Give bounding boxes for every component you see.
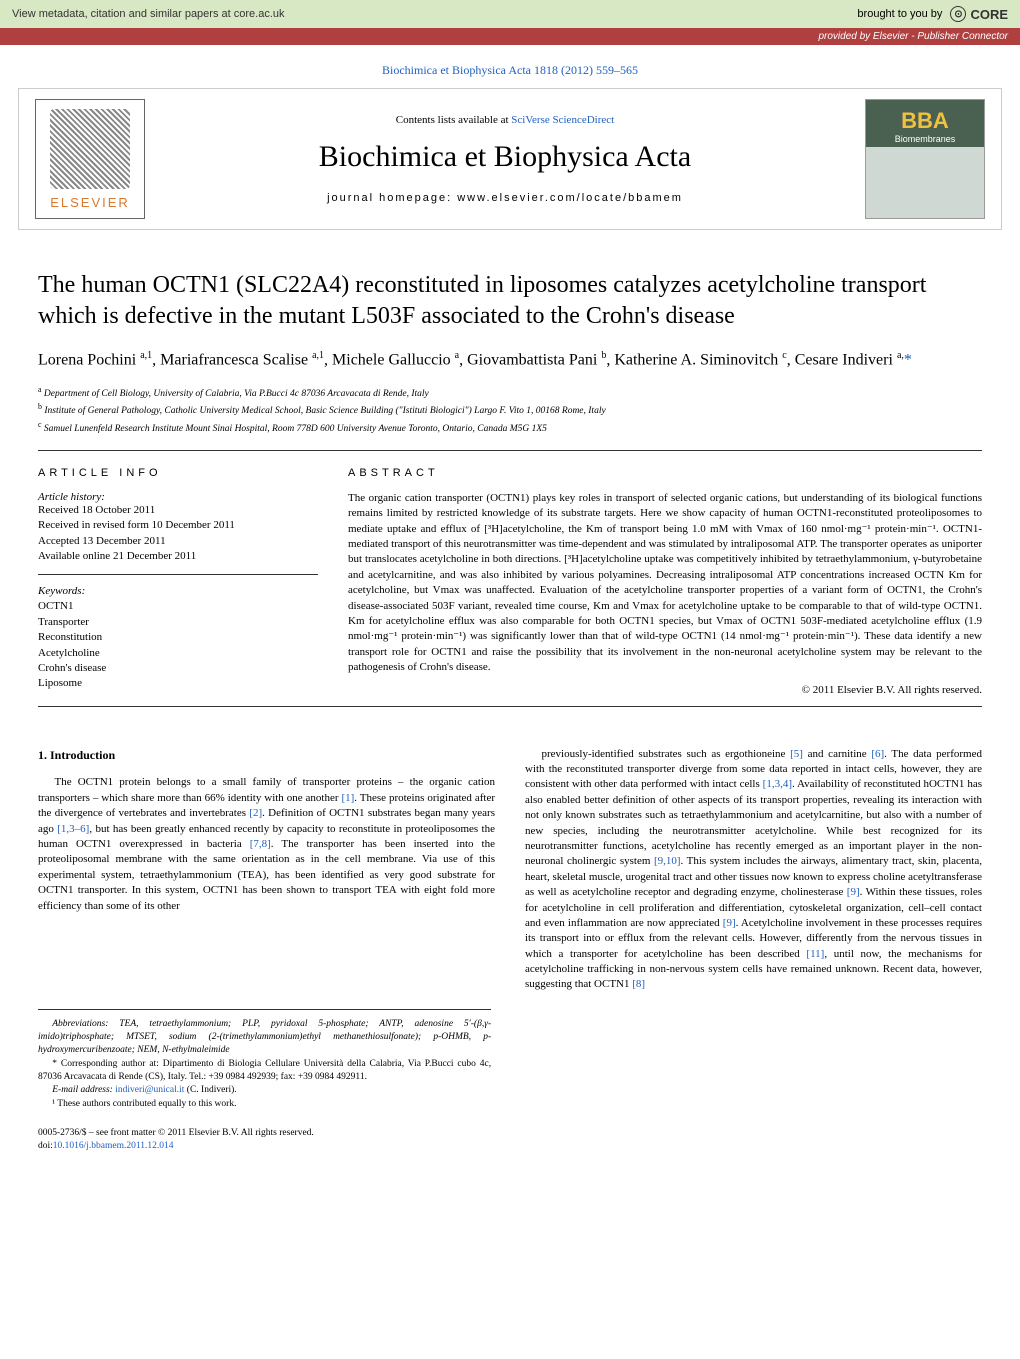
article-info-heading: ARTICLE INFO [38,467,318,479]
article-title: The human OCTN1 (SLC22A4) reconstituted … [38,270,982,332]
elsevier-label: ELSEVIER [50,195,130,210]
journal-homepage: journal homepage: www.elsevier.com/locat… [165,192,845,204]
metadata-link[interactable]: View metadata, citation and similar pape… [12,8,285,20]
metadata-banner: View metadata, citation and similar pape… [0,0,1020,28]
affiliation-b: b Institute of General Pathology, Cathol… [38,401,982,418]
citation-link[interactable]: Biochimica et Biophysica Acta 1818 (2012… [382,63,638,77]
history-item: Received in revised form 10 December 201… [38,518,318,533]
journal-name: Biochimica et Biophysica Acta [165,140,845,174]
email-footnote: E-mail address: indiveri@unical.it (C. I… [38,1084,491,1097]
affiliation-a: a Department of Cell Biology, University… [38,384,982,401]
keyword-item: Crohn's disease [38,661,318,676]
footnotes: Abbreviations: TEA, tetraethylammonium; … [38,1009,491,1111]
elsevier-tree-icon [50,109,130,189]
body-paragraph: previously-identified substrates such as… [525,747,982,993]
history-item: Received 18 October 2011 [38,503,318,518]
abstract-copyright: © 2011 Elsevier B.V. All rights reserved… [348,684,982,696]
corresponding-footnote: * Corresponding author at: Dipartimento … [38,1058,491,1085]
brought-by-text: brought to you by [857,8,942,20]
affiliations: a Department of Cell Biology, University… [38,384,982,436]
history-item: Accepted 13 December 2011 [38,534,318,549]
keyword-item: Liposome [38,676,318,691]
issn-line: 0005-2736/$ – see front matter © 2011 El… [38,1127,982,1140]
intro-heading: 1. Introduction [38,747,495,764]
body-column-right: previously-identified substrates such as… [525,747,982,993]
doi-line: doi:10.1016/j.bbamem.2011.12.014 [38,1140,982,1153]
bba-cover-icon[interactable]: BBA Biomembranes [865,99,985,219]
keyword-item: OCTN1 [38,599,318,614]
bba-label: BBA [901,108,949,134]
intro-paragraph: The OCTN1 protein belongs to a small fam… [38,775,495,914]
provided-bar: provided by Elsevier - Publisher Connect… [0,28,1020,45]
contents-line: Contents lists available at SciVerse Sci… [165,114,845,126]
email-link[interactable]: indiveri@unical.it [115,1085,184,1095]
citation-line: Biochimica et Biophysica Acta 1818 (2012… [0,45,1020,88]
core-icon: ⊙ [950,6,966,22]
authors-list: Lorena Pochini a,1, Mariafrancesca Scali… [38,350,982,369]
history-item: Available online 21 December 2011 [38,549,318,564]
keyword-item: Acetylcholine [38,646,318,661]
elsevier-logo[interactable]: ELSEVIER [35,99,145,219]
equal-contrib-footnote: ¹ These authors contributed equally to t… [38,1098,491,1111]
keyword-item: Reconstitution [38,630,318,645]
core-logo[interactable]: ⊙ CORE [950,6,1008,22]
journal-masthead: ELSEVIER Contents lists available at Sci… [18,88,1002,230]
keyword-item: Transporter [38,615,318,630]
article-footer: 0005-2736/$ – see front matter © 2011 El… [38,1127,982,1154]
keywords-label: Keywords: [38,585,318,597]
abstract-heading: ABSTRACT [348,467,982,479]
history-label: Article history: [38,491,318,503]
sciencedirect-link[interactable]: SciVerse ScienceDirect [511,114,614,126]
abstract-panel: ABSTRACT The organic cation transporter … [348,467,982,696]
doi-link[interactable]: 10.1016/j.bbamem.2011.12.014 [53,1141,174,1151]
body-column-left: 1. Introduction The OCTN1 protein belong… [38,747,495,993]
abstract-text: The organic cation transporter (OCTN1) p… [348,491,982,676]
abbreviations-footnote: Abbreviations: TEA, tetraethylammonium; … [38,1018,491,1058]
bba-sublabel: Biomembranes [895,134,956,144]
article-info-panel: ARTICLE INFO Article history: Received 1… [38,467,318,696]
affiliation-c: c Samuel Lunenfeld Research Institute Mo… [38,419,982,436]
